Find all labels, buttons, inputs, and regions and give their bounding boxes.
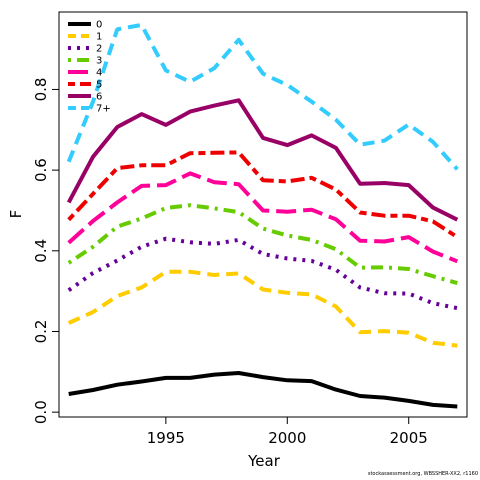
series-line-4 — [67, 171, 459, 264]
x-tick-label: 2000 — [268, 429, 306, 447]
legend-label-7: 7+ — [96, 104, 111, 115]
y-tick-label: 0.0 — [32, 400, 50, 424]
x-axis: 1995 2000 2005 — [147, 416, 428, 447]
y-tick-label: 0.6 — [32, 158, 50, 182]
series-line-7 — [66, 22, 459, 171]
legend-label-0: 0 — [96, 20, 102, 31]
legend-label-5: 5 — [96, 80, 102, 91]
series-line-1 — [67, 269, 458, 348]
legend-label-3: 3 — [96, 56, 102, 67]
y-tick-label: 0.2 — [32, 320, 50, 344]
x-tick-label: 2005 — [390, 429, 428, 447]
series-lines — [66, 22, 459, 409]
series-line-6 — [66, 98, 459, 222]
y-tick-label: 0.8 — [32, 78, 50, 102]
y-axis: 0.0 0.2 0.4 0.6 0.8 — [32, 78, 60, 424]
x-axis-title: Year — [247, 452, 281, 470]
series-line-3 — [67, 203, 458, 286]
legend-label-2: 2 — [96, 44, 102, 55]
x-tick-label: 1995 — [147, 429, 185, 447]
legend-label-6: 6 — [96, 92, 102, 103]
y-tick-label: 0.4 — [32, 239, 50, 263]
y-axis-title: F — [7, 210, 25, 219]
series-line-0 — [68, 371, 458, 409]
series-line-5 — [67, 150, 459, 239]
series-line-2 — [67, 236, 458, 311]
credit-text: stockassessment.org, WBSSHER-XX2, r1160 — [367, 471, 478, 477]
legend-label-4: 4 — [96, 68, 102, 79]
legend-label-1: 1 — [96, 32, 102, 43]
